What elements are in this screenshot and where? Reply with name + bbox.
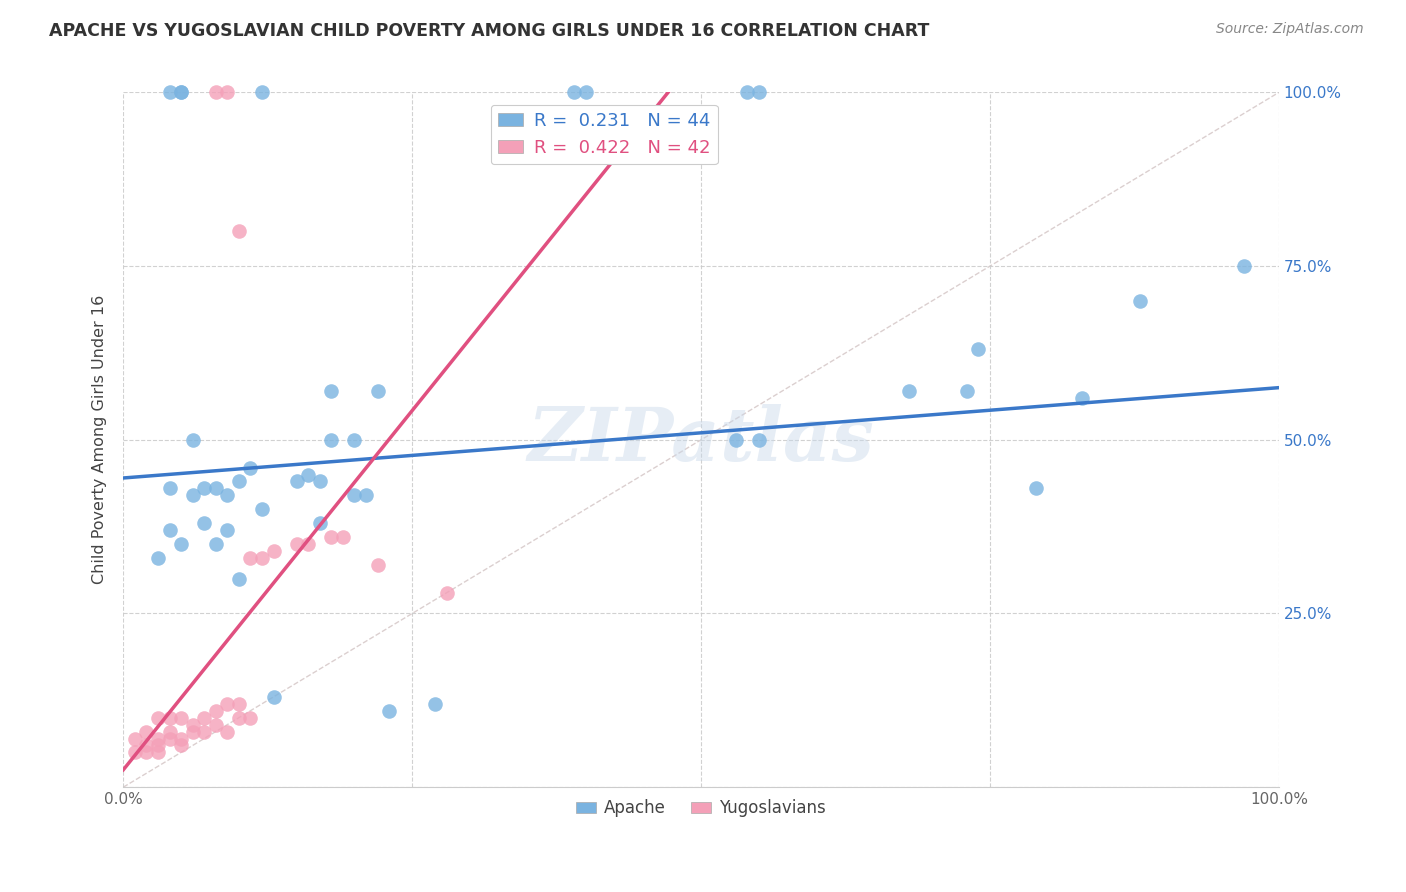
Point	[159, 482, 181, 496]
Point	[193, 724, 215, 739]
Point	[1233, 259, 1256, 273]
Point	[135, 739, 157, 753]
Point	[135, 746, 157, 760]
Text: APACHE VS YUGOSLAVIAN CHILD POVERTY AMONG GIRLS UNDER 16 CORRELATION CHART: APACHE VS YUGOSLAVIAN CHILD POVERTY AMON…	[49, 22, 929, 40]
Point	[263, 544, 285, 558]
Point	[135, 724, 157, 739]
Point	[204, 482, 226, 496]
Point	[228, 224, 250, 238]
Text: Source: ZipAtlas.com: Source: ZipAtlas.com	[1216, 22, 1364, 37]
Point	[343, 488, 366, 502]
Point	[1025, 482, 1047, 496]
Point	[574, 86, 596, 100]
Point	[737, 86, 759, 100]
Point	[297, 467, 319, 482]
Point	[193, 711, 215, 725]
Point	[217, 724, 239, 739]
Point	[146, 731, 169, 746]
Point	[170, 86, 193, 100]
Point	[159, 731, 181, 746]
Point	[239, 711, 262, 725]
Point	[228, 711, 250, 725]
Point	[170, 739, 193, 753]
Point	[321, 384, 343, 398]
Point	[217, 488, 239, 502]
Point	[193, 516, 215, 530]
Point	[181, 488, 204, 502]
Point	[170, 731, 193, 746]
Point	[170, 711, 193, 725]
Point	[250, 550, 273, 565]
Point	[263, 690, 285, 704]
Point	[159, 86, 181, 100]
Point	[217, 86, 239, 100]
Point	[181, 433, 204, 447]
Point	[159, 711, 181, 725]
Point	[217, 523, 239, 537]
Point	[204, 704, 226, 718]
Point	[250, 86, 273, 100]
Point	[146, 739, 169, 753]
Point	[285, 475, 308, 489]
Point	[146, 550, 169, 565]
Point	[217, 697, 239, 711]
Point	[1071, 391, 1094, 405]
Point	[436, 585, 458, 599]
Point	[239, 460, 262, 475]
Point	[239, 550, 262, 565]
Point	[181, 717, 204, 731]
Point	[250, 502, 273, 516]
Point	[124, 746, 146, 760]
Point	[321, 530, 343, 544]
Point	[204, 86, 226, 100]
Point	[228, 475, 250, 489]
Point	[967, 343, 990, 357]
Point	[748, 433, 770, 447]
Point	[354, 488, 377, 502]
Point	[159, 724, 181, 739]
Point	[898, 384, 921, 398]
Point	[367, 558, 389, 572]
Point	[159, 523, 181, 537]
Point	[170, 537, 193, 551]
Point	[367, 384, 389, 398]
Point	[378, 704, 401, 718]
Point	[1129, 293, 1152, 308]
Point	[321, 433, 343, 447]
Point	[181, 724, 204, 739]
Legend: Apache, Yugoslavians: Apache, Yugoslavians	[569, 793, 832, 824]
Point	[228, 697, 250, 711]
Point	[724, 433, 747, 447]
Point	[204, 537, 226, 551]
Point	[146, 746, 169, 760]
Point	[204, 717, 226, 731]
Point	[425, 697, 447, 711]
Point	[308, 516, 330, 530]
Point	[285, 537, 308, 551]
Point	[297, 537, 319, 551]
Point	[170, 86, 193, 100]
Point	[146, 711, 169, 725]
Point	[308, 475, 330, 489]
Point	[343, 433, 366, 447]
Point	[956, 384, 979, 398]
Point	[332, 530, 354, 544]
Text: ZIPatlas: ZIPatlas	[527, 403, 875, 476]
Point	[124, 731, 146, 746]
Point	[748, 86, 770, 100]
Y-axis label: Child Poverty Among Girls Under 16: Child Poverty Among Girls Under 16	[93, 295, 107, 584]
Point	[228, 572, 250, 586]
Point	[562, 86, 585, 100]
Point	[193, 482, 215, 496]
